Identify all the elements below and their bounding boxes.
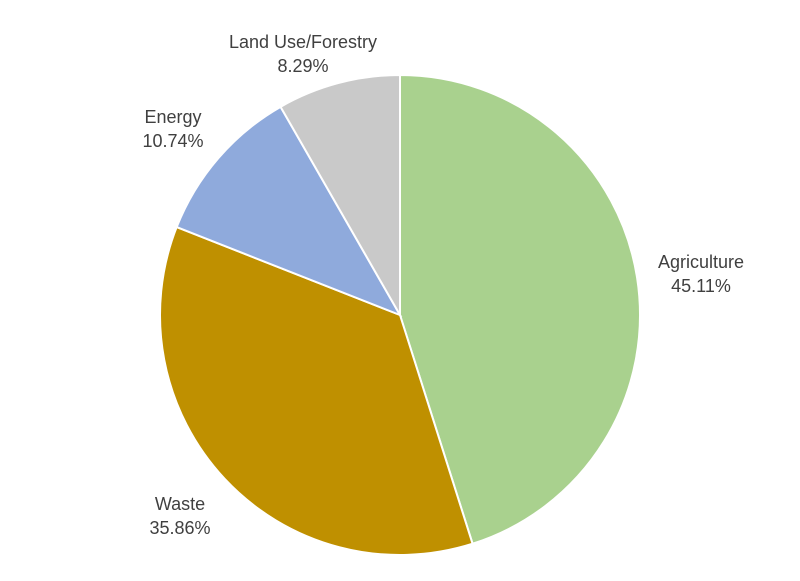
label-agriculture-name: Agriculture	[657, 252, 745, 272]
slice-land-use-forestry	[279, 73, 401, 319]
slice-energy	[175, 105, 403, 317]
slice-agriculture	[399, 73, 641, 546]
slice-waste	[159, 225, 474, 556]
label-landuse-name: Land Use/Forestry	[228, 32, 378, 52]
label-agriculture: Agriculture 45.11%	[658, 250, 744, 298]
label-landuse: Land Use/Forestry 8.29%	[229, 30, 377, 78]
label-agriculture-pct: 45.11%	[671, 276, 731, 296]
label-energy-pct: 10.74%	[142, 131, 204, 151]
label-energy: Energy 10.74%	[142, 105, 203, 153]
label-waste-pct: 35.86%	[149, 518, 211, 538]
label-energy-name: Energy	[144, 107, 202, 127]
label-waste-name: Waste	[154, 494, 206, 514]
label-landuse-pct: 8.29%	[277, 56, 329, 76]
label-waste: Waste 35.86%	[149, 492, 210, 540]
